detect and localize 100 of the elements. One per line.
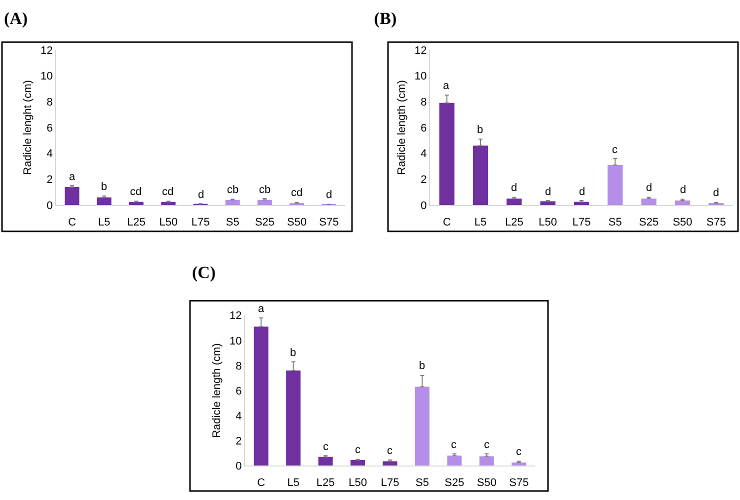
chart-title: (A) xyxy=(4,9,28,28)
bar xyxy=(608,164,623,206)
x-tick-label: L75 xyxy=(572,216,591,228)
x-tick-label: S75 xyxy=(509,476,529,489)
x-tick-label: L25 xyxy=(127,216,146,228)
y-tick-label: 4 xyxy=(236,410,242,422)
annotation: d xyxy=(579,186,586,198)
x-tick-label: C xyxy=(442,216,451,228)
bar xyxy=(512,462,526,466)
y-tick-label: 12 xyxy=(40,44,53,57)
bar xyxy=(414,386,430,466)
bar xyxy=(350,460,366,466)
x-tick-label: S5 xyxy=(608,216,622,228)
y-tick-label: 4 xyxy=(46,148,53,160)
annotation: b xyxy=(101,181,108,193)
annotation: cd xyxy=(291,187,303,199)
annotation: b xyxy=(419,360,426,372)
annotation: c xyxy=(323,441,329,453)
annotation: a xyxy=(443,80,450,92)
bar xyxy=(96,197,112,206)
annotation: d xyxy=(680,184,686,196)
x-tick-label: S25 xyxy=(639,216,659,228)
annotation: c xyxy=(612,144,618,156)
x-tick-label: L75 xyxy=(380,476,400,489)
bar xyxy=(439,102,454,206)
x-tick-label: S5 xyxy=(415,476,429,489)
bar xyxy=(318,456,333,466)
bar xyxy=(286,370,301,466)
annotation: cd xyxy=(130,186,142,198)
annotation: a xyxy=(258,303,265,315)
y-axis-title: Radicle length (cm) xyxy=(396,80,408,175)
x-tick-label: S50 xyxy=(287,216,307,228)
annotation: b xyxy=(290,347,296,359)
y-tick-label: 6 xyxy=(420,122,427,134)
chart-title: (B) xyxy=(374,9,397,28)
y-tick-label: 0 xyxy=(420,200,427,212)
annotation: d xyxy=(511,182,518,194)
bar xyxy=(641,198,656,206)
x-tick-label: S25 xyxy=(254,216,275,228)
annotation: cd xyxy=(162,186,174,198)
x-tick-label: C xyxy=(68,216,76,228)
bar xyxy=(225,200,240,206)
bar xyxy=(472,146,488,206)
annotation: cb xyxy=(259,184,271,196)
y-tick-label: 2 xyxy=(236,435,242,448)
x-tick-label: C xyxy=(257,476,266,489)
bar xyxy=(479,456,494,466)
y-tick-label: 12 xyxy=(414,44,427,57)
annotation: c xyxy=(516,446,522,458)
bar xyxy=(258,200,272,206)
annotation: d xyxy=(713,187,720,199)
annotation: c xyxy=(451,439,457,451)
annotation: d xyxy=(646,182,652,194)
y-axis-title: Radicle length (cm) xyxy=(211,343,224,438)
y-tick-label: 10 xyxy=(414,70,427,83)
annotation: b xyxy=(477,124,484,136)
annotation: d xyxy=(326,189,332,201)
bar xyxy=(447,456,462,466)
x-tick-label: L50 xyxy=(348,476,367,489)
x-tick-label: L5 xyxy=(98,216,110,228)
y-tick-label: 0 xyxy=(236,460,242,473)
x-tick-label: L50 xyxy=(538,216,558,228)
y-tick-label: 6 xyxy=(236,385,242,398)
bar xyxy=(254,326,268,466)
y-tick-label: 8 xyxy=(236,360,242,372)
x-tick-label: S25 xyxy=(444,476,464,489)
bar xyxy=(506,198,522,206)
x-tick-label: L25 xyxy=(316,476,335,489)
y-tick-label: 2 xyxy=(46,174,53,186)
y-tick-label: 8 xyxy=(46,96,53,108)
x-tick-label: L25 xyxy=(504,216,524,228)
y-tick-label: 4 xyxy=(420,148,427,160)
x-tick-label: S5 xyxy=(226,216,240,228)
y-tick-label: 10 xyxy=(230,335,242,348)
x-tick-label: L50 xyxy=(159,216,178,228)
bar xyxy=(674,200,690,206)
x-tick-label: S50 xyxy=(672,216,692,228)
annotation: d xyxy=(198,189,204,201)
x-tick-label: L75 xyxy=(191,216,210,228)
x-tick-label: S75 xyxy=(706,216,726,228)
y-tick-label: 12 xyxy=(230,310,242,322)
annotation: c xyxy=(387,445,393,457)
x-tick-label: L5 xyxy=(474,216,487,228)
y-tick-label: 0 xyxy=(46,200,53,212)
annotation: c xyxy=(484,439,490,451)
x-tick-label: S75 xyxy=(319,216,339,228)
y-tick-label: 6 xyxy=(46,122,53,134)
annotation: c xyxy=(355,444,361,456)
x-tick-label: S50 xyxy=(476,476,496,489)
annotation: d xyxy=(545,186,552,198)
chart-title: (C) xyxy=(192,263,216,282)
x-tick-label: L5 xyxy=(287,476,300,489)
y-tick-label: 8 xyxy=(420,96,427,108)
y-tick-label: 2 xyxy=(420,174,427,186)
y-tick-label: 10 xyxy=(40,70,53,83)
annotation: a xyxy=(69,171,76,183)
y-axis-title: Radicle lenght (cm) xyxy=(22,80,34,175)
bar xyxy=(64,186,80,206)
annotation: cb xyxy=(227,184,239,196)
bar xyxy=(540,201,556,206)
